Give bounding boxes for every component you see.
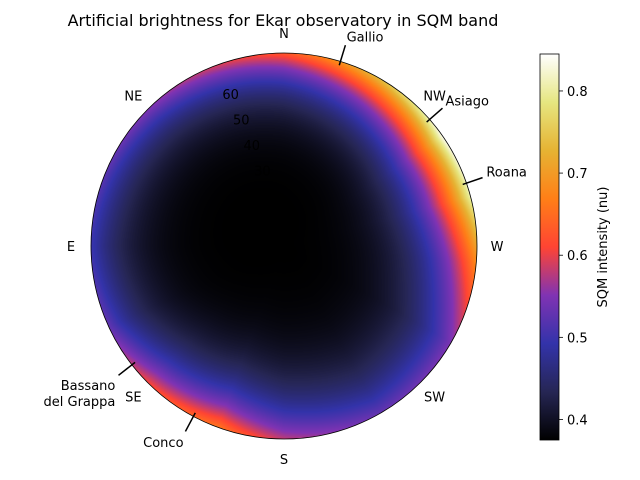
- colorbar-gradient: [540, 54, 559, 440]
- town-label-gallio: Gallio: [347, 30, 384, 45]
- town-marker-gallio: [338, 44, 347, 66]
- town-label-bassano-del-grappa: Bassano del Grappa: [44, 379, 116, 410]
- zenith-tick-60: 60: [222, 88, 239, 103]
- colorbar-tick-label: 0.6: [567, 249, 588, 264]
- compass-label-ne: NE: [124, 89, 142, 104]
- colorbar-tick-label: 0.5: [567, 331, 588, 346]
- colorbar-frame: [539, 53, 560, 441]
- polar-frame: [90, 52, 478, 440]
- compass-label-se: SE: [125, 391, 141, 406]
- radial-tick-labels: 10 20 30 40 50 60: [222, 88, 291, 230]
- zenith-tick-30: 30: [254, 165, 271, 180]
- compass-label-nw: NW: [423, 89, 446, 104]
- colorbar: 0.4 0.5 0.6 0.7 0.8 SQM intensity (nu): [539, 53, 611, 441]
- zenith-tick-10: 10: [275, 216, 292, 231]
- compass-label-sw: SW: [424, 391, 445, 406]
- sky-brightness-heatmap: [91, 53, 477, 439]
- colorbar-ticks: 0.4 0.5 0.6 0.7 0.8: [559, 85, 588, 428]
- town-label-roana: Roana: [486, 165, 527, 180]
- colorbar-tick-label: 0.4: [567, 413, 588, 428]
- compass-labels: N NE E SE S SW W NW: [67, 27, 504, 468]
- town-markers: Gallio Asiago Roana Bassano del Grappa Conco: [44, 30, 527, 451]
- colorbar-label: SQM intensity (nu): [596, 187, 611, 308]
- town-marker-bassano-del-grappa: [118, 361, 136, 376]
- town-marker-roana: [462, 176, 483, 186]
- compass-label-s: S: [280, 453, 288, 468]
- colorbar-tick-label: 0.8: [567, 85, 588, 100]
- zenith-tick-50: 50: [233, 114, 250, 129]
- compass-label-e: E: [67, 240, 75, 255]
- town-label-asiago: Asiago: [446, 95, 489, 110]
- zenith-tick-20: 20: [265, 190, 282, 205]
- chart-title: Artificial brightness for Ekar observato…: [68, 11, 499, 30]
- polar-plot: 10 20 30 40 50 60 N NE E SE S SW W NW Gallio Asiago Ro…: [44, 27, 527, 468]
- town-marker-conco: [184, 412, 196, 432]
- colorbar-tick-label: 0.7: [567, 167, 588, 182]
- compass-label-w: W: [491, 240, 504, 255]
- town-marker-asiago: [426, 107, 443, 123]
- compass-label-n: N: [279, 27, 289, 42]
- zenith-tick-40: 40: [244, 139, 261, 154]
- town-label-conco: Conco: [143, 436, 183, 451]
